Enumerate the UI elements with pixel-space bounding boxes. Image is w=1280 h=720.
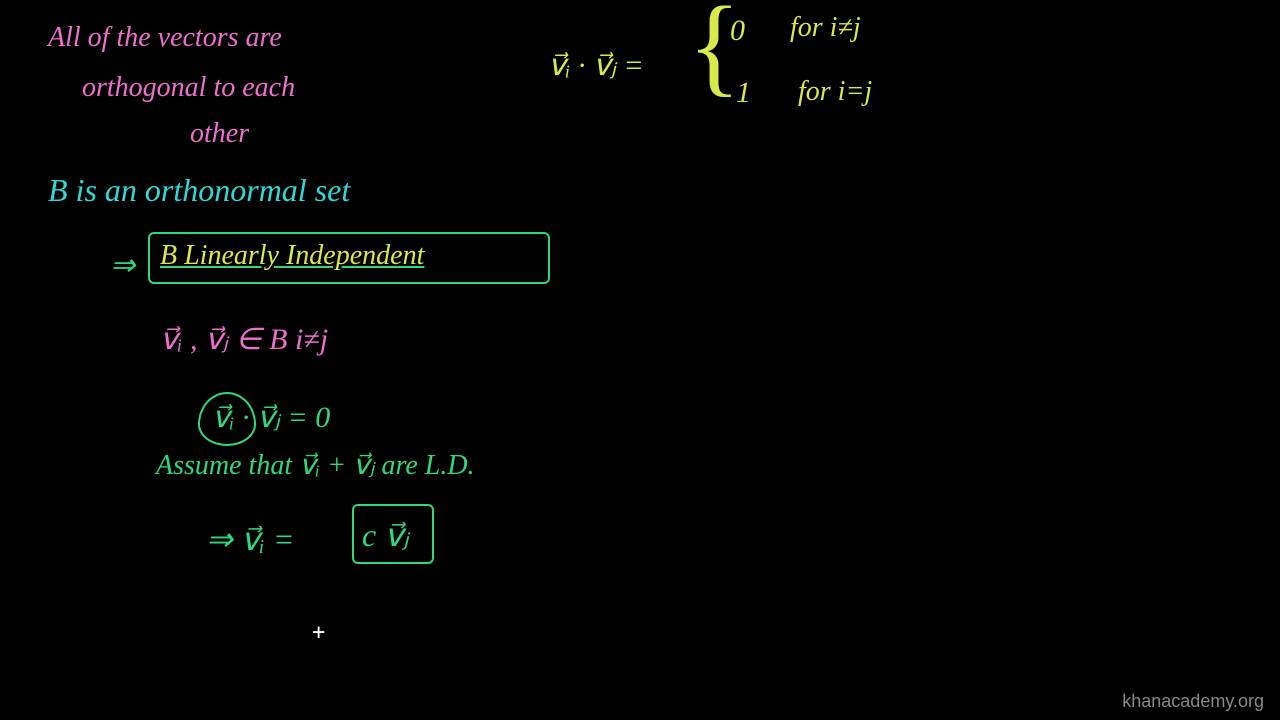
implies-arrow-1: ⇒ bbox=[110, 248, 135, 283]
piecewise-lhs: v⃗ᵢ · v⃗ⱼ = bbox=[548, 48, 644, 83]
blackboard-canvas: All of the vectors are orthogonal to eac… bbox=[0, 0, 1280, 720]
piecewise-case2-cond: for i=j bbox=[798, 76, 872, 108]
cursor-crosshair: + bbox=[312, 620, 325, 645]
piecewise-case1-cond: for i≠j bbox=[790, 12, 861, 44]
watermark: khanacademy.org bbox=[1122, 691, 1264, 712]
implies-vi-eq: ⇒ v⃗ᵢ = bbox=[206, 520, 294, 558]
assume-ld: Assume that v⃗ᵢ + v⃗ⱼ are L.D. bbox=[156, 448, 475, 482]
note-line-2: orthogonal to each bbox=[82, 72, 295, 104]
note-line-3: other bbox=[190, 118, 249, 150]
linearly-independent-text: B Linearly Independent bbox=[160, 240, 424, 272]
cvj-text: c v⃗ⱼ bbox=[362, 516, 409, 554]
piecewise-case2-val: 1 bbox=[736, 76, 751, 110]
vectors-in-B: v⃗ᵢ , v⃗ⱼ ∈ B i≠j bbox=[160, 322, 328, 357]
note-line-1: All of the vectors are bbox=[48, 22, 282, 54]
piecewise-case1-val: 0 bbox=[730, 14, 745, 48]
orthonormal-set-statement: B is an orthonormal set bbox=[48, 172, 350, 209]
